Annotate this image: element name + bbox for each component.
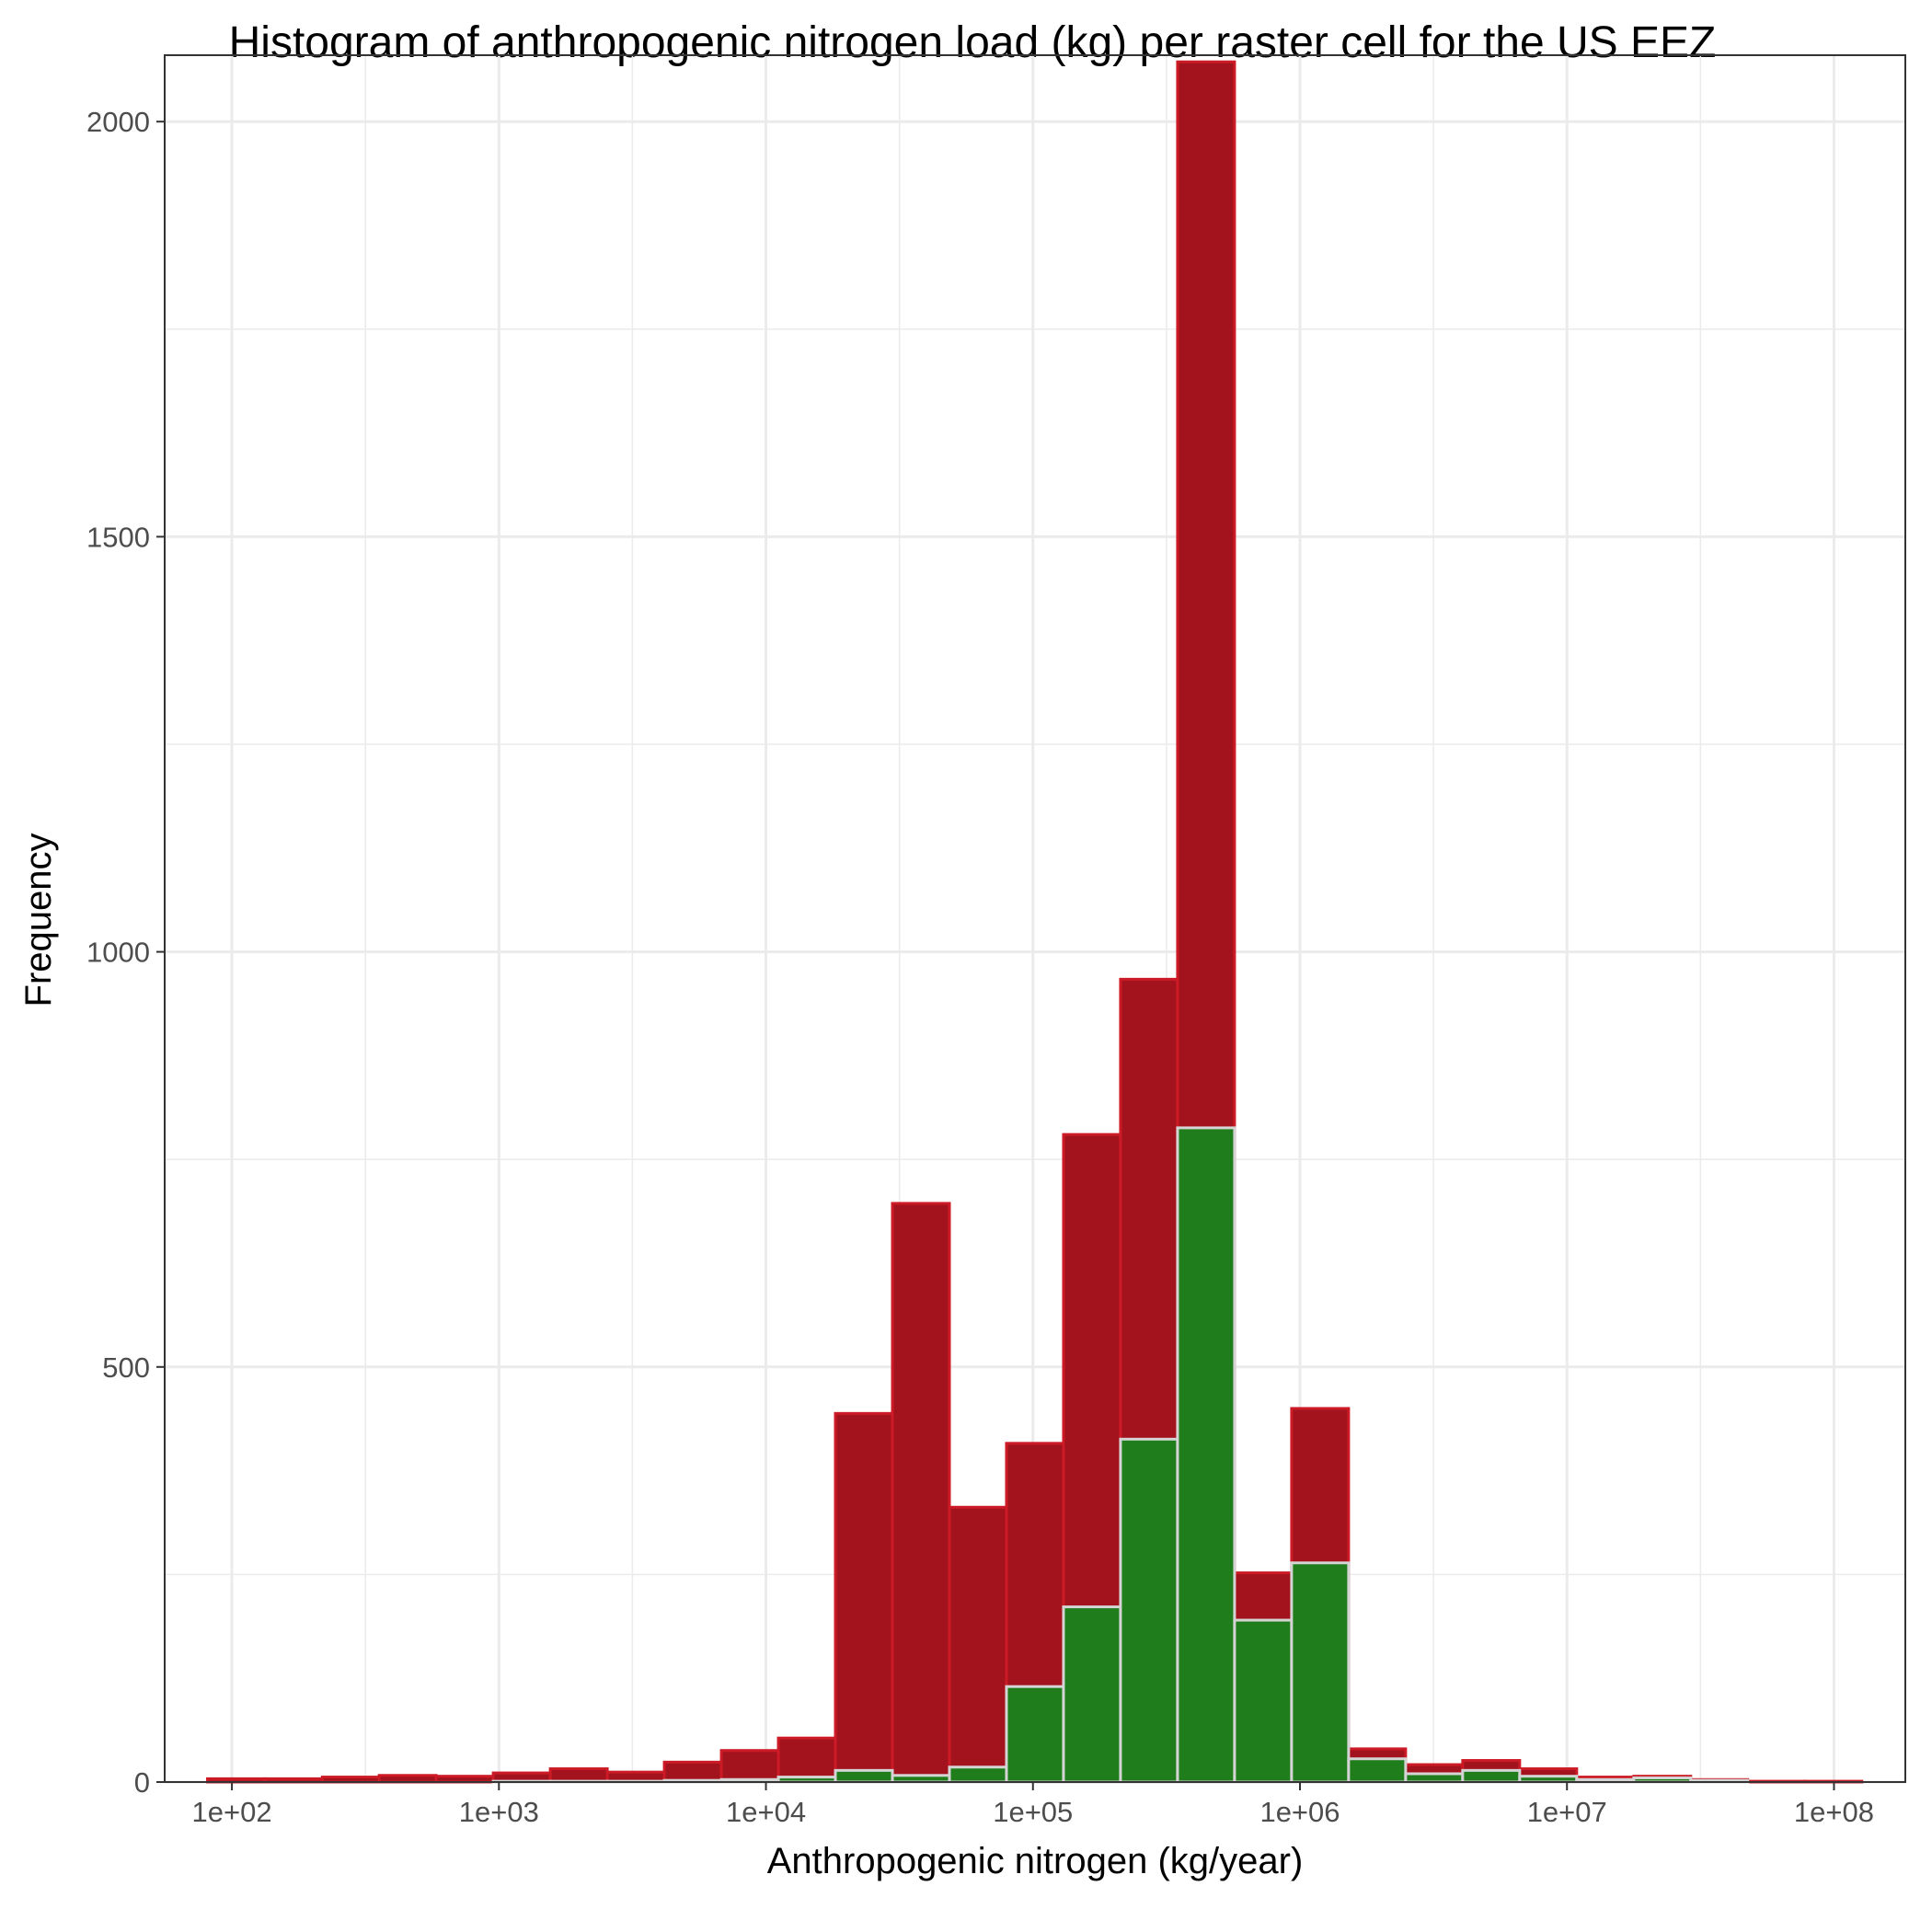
y-tick-label: 0 xyxy=(134,1766,150,1799)
series-1-bars xyxy=(206,60,1864,1784)
y-axis-title: Frequency xyxy=(18,834,59,1007)
panel-border xyxy=(164,54,1906,1783)
series-2-bar xyxy=(1062,1605,1122,1784)
x-tick-label: 1e+06 xyxy=(1259,1796,1340,1828)
series-2-bar xyxy=(1347,1757,1408,1784)
series-2-bar xyxy=(1461,1768,1522,1784)
y-tick-label: 1000 xyxy=(86,937,150,969)
x-tick-label: 1e+03 xyxy=(459,1796,539,1828)
x-axis-title: Anthropogenic nitrogen (kg/year) xyxy=(767,1841,1304,1881)
series-2-bar xyxy=(891,1774,951,1784)
y-tick-label: 1500 xyxy=(86,521,150,553)
x-tick-label: 1e+05 xyxy=(993,1796,1073,1828)
x-tick-label: 1e+04 xyxy=(726,1796,806,1828)
series-1-bar xyxy=(834,1411,894,1784)
series-1-bar xyxy=(776,1736,837,1784)
x-axis: 1e+02 1e+03 1e+04 1e+05 1e+06 1e+07 1e+08 xyxy=(192,1782,1874,1828)
y-axis: 0 500 1000 1500 2000 xyxy=(86,106,165,1799)
x-tick-label: 1e+02 xyxy=(192,1796,272,1828)
x-tick-label: 1e+07 xyxy=(1527,1796,1607,1828)
series-1-bar xyxy=(948,1505,1008,1784)
series-2-bar xyxy=(834,1768,894,1784)
series-2-bars xyxy=(491,1126,1750,1784)
minor-grid xyxy=(165,55,1905,1782)
series-2-bar xyxy=(1119,1437,1179,1784)
series-1-bar xyxy=(719,1749,780,1784)
series-2-bar xyxy=(1404,1772,1465,1784)
series-2-bar xyxy=(1233,1618,1294,1784)
x-tick-label: 1e+08 xyxy=(1794,1796,1874,1828)
y-tick-label: 2000 xyxy=(86,106,150,138)
chart-title: Histogram of anthropogenic nitrogen load… xyxy=(229,18,1717,67)
series-2-bar xyxy=(1176,1126,1236,1784)
series-2-bar xyxy=(948,1765,1008,1784)
series-1-bar xyxy=(377,1774,438,1784)
y-tick-label: 500 xyxy=(102,1351,150,1384)
series-2-bar xyxy=(1005,1685,1065,1784)
series-1-bar xyxy=(891,1202,951,1784)
series-2-bar xyxy=(1290,1561,1351,1784)
